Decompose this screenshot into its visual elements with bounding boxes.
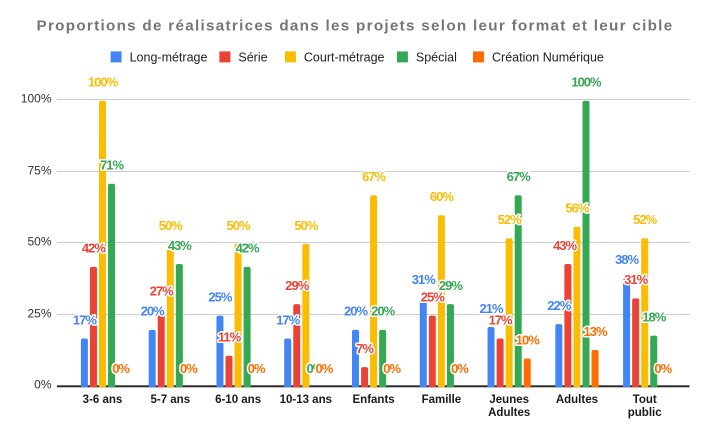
svg-text:0%: 0% <box>248 361 266 376</box>
svg-text:Enfants: Enfants <box>353 394 395 406</box>
svg-text:21%: 21% <box>480 301 504 316</box>
svg-text:13%: 13% <box>584 324 608 339</box>
svg-text:Long-métrage: Long-métrage <box>130 50 208 64</box>
svg-text:50%: 50% <box>227 218 251 233</box>
svg-text:7%: 7% <box>356 341 374 356</box>
svg-text:60%: 60% <box>430 189 454 204</box>
svg-text:29%: 29% <box>439 278 463 293</box>
svg-text:20%: 20% <box>371 304 395 319</box>
svg-text:17%: 17% <box>276 312 300 327</box>
svg-text:10%: 10% <box>516 332 540 347</box>
svg-text:Adultes: Adultes <box>488 407 530 419</box>
svg-text:25%: 25% <box>421 289 445 304</box>
svg-text:17%: 17% <box>489 312 513 327</box>
svg-text:Famille: Famille <box>422 394 462 406</box>
svg-text:43%: 43% <box>553 238 577 253</box>
svg-text:42%: 42% <box>236 241 260 256</box>
svg-text:50%: 50% <box>159 218 183 233</box>
svg-text:Série: Série <box>238 50 267 64</box>
svg-text:25%: 25% <box>208 289 232 304</box>
svg-text:17%: 17% <box>73 312 97 327</box>
svg-text:0%: 0% <box>383 361 401 376</box>
svg-text:27%: 27% <box>150 284 174 299</box>
svg-text:25%: 25% <box>27 307 51 321</box>
svg-text:31%: 31% <box>624 272 648 287</box>
svg-text:71%: 71% <box>100 158 124 173</box>
svg-text:10-13 ans: 10-13 ans <box>280 394 332 406</box>
svg-text:100%: 100% <box>88 75 119 90</box>
svg-text:5-7 ans: 5-7 ans <box>150 394 190 406</box>
svg-text:20%: 20% <box>344 304 368 319</box>
svg-text:0%: 0% <box>306 361 324 376</box>
svg-text:42%: 42% <box>82 241 106 256</box>
svg-text:38%: 38% <box>615 252 639 267</box>
svg-text:18%: 18% <box>642 309 666 324</box>
svg-text:0%: 0% <box>316 361 334 376</box>
svg-text:50%: 50% <box>294 218 318 233</box>
svg-text:31%: 31% <box>412 272 436 287</box>
svg-text:6-10 ans: 6-10 ans <box>215 394 261 406</box>
svg-text:Tout: Tout <box>633 394 657 406</box>
svg-text:52%: 52% <box>633 212 657 227</box>
svg-text:0%: 0% <box>112 361 130 376</box>
svg-text:3-6 ans: 3-6 ans <box>83 394 123 406</box>
svg-text:43%: 43% <box>168 238 192 253</box>
svg-text:11%: 11% <box>218 329 242 344</box>
svg-text:67%: 67% <box>507 169 531 184</box>
svg-text:67%: 67% <box>362 169 386 184</box>
svg-text:Adultes: Adultes <box>556 394 598 406</box>
svg-text:52%: 52% <box>498 212 522 227</box>
svg-text:Spécial: Spécial <box>416 50 457 64</box>
svg-text:Création Numérique: Création Numérique <box>492 50 604 64</box>
svg-text:75%: 75% <box>27 164 51 178</box>
svg-text:0%: 0% <box>451 361 469 376</box>
svg-text:29%: 29% <box>285 278 309 293</box>
svg-text:50%: 50% <box>27 235 51 249</box>
svg-text:Court-métrage: Court-métrage <box>304 50 385 64</box>
svg-text:100%: 100% <box>21 92 52 106</box>
svg-text:public: public <box>628 407 662 419</box>
svg-text:Proportions de réalisatrices d: Proportions de réalisatrices dans les pr… <box>37 18 674 35</box>
svg-text:100%: 100% <box>571 75 602 90</box>
svg-text:56%: 56% <box>565 201 589 216</box>
svg-text:0%: 0% <box>34 378 52 392</box>
svg-text:0%: 0% <box>180 361 198 376</box>
svg-text:22%: 22% <box>547 298 571 313</box>
svg-text:Jeunes: Jeunes <box>489 394 529 406</box>
svg-text:0%: 0% <box>654 361 672 376</box>
svg-text:20%: 20% <box>141 304 165 319</box>
